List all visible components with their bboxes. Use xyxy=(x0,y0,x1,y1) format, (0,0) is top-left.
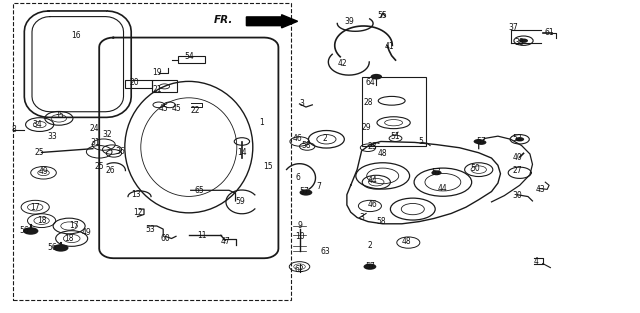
Text: 49: 49 xyxy=(81,228,92,237)
Text: 44: 44 xyxy=(367,177,378,185)
Text: 56: 56 xyxy=(47,244,58,252)
Text: 60: 60 xyxy=(160,234,170,243)
Text: 57: 57 xyxy=(431,168,442,177)
Text: 46: 46 xyxy=(367,200,378,208)
Text: 50: 50 xyxy=(470,164,480,173)
Text: FR.: FR. xyxy=(214,15,234,25)
Text: 49: 49 xyxy=(38,167,49,176)
Text: 20: 20 xyxy=(129,78,140,86)
Text: 2: 2 xyxy=(323,134,328,143)
Text: 62: 62 xyxy=(294,265,305,274)
Text: 52: 52 xyxy=(512,134,522,143)
Circle shape xyxy=(364,264,376,270)
Text: 29: 29 xyxy=(361,123,371,132)
Text: 59: 59 xyxy=(235,198,245,206)
Bar xyxy=(178,56,205,63)
Text: 41: 41 xyxy=(384,42,394,51)
Bar xyxy=(125,80,152,88)
Text: 40: 40 xyxy=(512,153,522,162)
Text: 14: 14 xyxy=(237,148,247,157)
Circle shape xyxy=(371,74,382,80)
Text: 2: 2 xyxy=(367,241,372,250)
Text: 33: 33 xyxy=(47,132,58,141)
Text: 37: 37 xyxy=(508,23,518,32)
Text: 18: 18 xyxy=(65,234,74,243)
Text: 18: 18 xyxy=(37,216,46,225)
Text: 28: 28 xyxy=(364,98,372,107)
Text: 31: 31 xyxy=(90,138,100,147)
Circle shape xyxy=(431,170,442,175)
Text: 5: 5 xyxy=(419,137,424,146)
Text: 56: 56 xyxy=(19,226,29,234)
Text: 57: 57 xyxy=(299,187,309,196)
Text: 17: 17 xyxy=(30,203,40,212)
Text: 45: 45 xyxy=(171,105,181,113)
Text: 7: 7 xyxy=(316,182,321,191)
Text: 57: 57 xyxy=(476,137,486,146)
Text: 24: 24 xyxy=(90,124,100,133)
Circle shape xyxy=(53,244,68,252)
Text: 17: 17 xyxy=(68,222,79,230)
Circle shape xyxy=(474,139,484,144)
Text: 61: 61 xyxy=(544,28,554,37)
Text: 6: 6 xyxy=(295,173,300,182)
Text: 55: 55 xyxy=(378,11,388,19)
Text: 3: 3 xyxy=(359,213,364,222)
Circle shape xyxy=(300,189,312,196)
Text: 46: 46 xyxy=(292,134,303,143)
Text: 58: 58 xyxy=(301,141,311,150)
Text: 25: 25 xyxy=(35,148,45,157)
Text: 51: 51 xyxy=(390,132,401,141)
Text: 11: 11 xyxy=(197,231,206,240)
Text: 15: 15 xyxy=(262,162,273,171)
Text: 43: 43 xyxy=(536,185,546,194)
FancyArrow shape xyxy=(246,15,298,28)
Text: 3: 3 xyxy=(300,100,305,108)
Text: 4: 4 xyxy=(534,257,539,266)
Text: 8: 8 xyxy=(12,126,17,134)
Text: 13: 13 xyxy=(131,190,141,199)
Text: 42: 42 xyxy=(337,59,348,68)
Text: 58: 58 xyxy=(376,217,386,226)
Text: 45: 45 xyxy=(158,105,168,113)
Circle shape xyxy=(476,140,486,145)
Text: 19: 19 xyxy=(152,68,162,77)
Text: 25: 25 xyxy=(94,162,104,171)
Text: 44: 44 xyxy=(438,184,448,193)
Text: 23: 23 xyxy=(367,142,378,151)
Circle shape xyxy=(515,137,524,141)
Text: 21: 21 xyxy=(152,85,161,94)
Text: 12: 12 xyxy=(133,208,142,217)
Circle shape xyxy=(519,38,528,43)
Text: 16: 16 xyxy=(70,31,81,39)
Text: 54: 54 xyxy=(184,52,194,61)
Text: 22: 22 xyxy=(191,106,200,115)
Text: 38: 38 xyxy=(515,38,525,47)
Bar xyxy=(152,80,177,92)
Text: 34: 34 xyxy=(32,120,42,129)
Text: 30: 30 xyxy=(512,191,522,200)
Text: 1: 1 xyxy=(259,118,264,127)
Text: 53: 53 xyxy=(145,225,156,233)
Text: 36: 36 xyxy=(115,147,125,156)
Text: 57: 57 xyxy=(365,262,375,271)
Text: 65: 65 xyxy=(195,186,205,195)
Text: 9: 9 xyxy=(297,222,302,230)
Text: 10: 10 xyxy=(294,232,305,241)
Text: 26: 26 xyxy=(105,166,115,175)
Text: 48: 48 xyxy=(378,150,388,158)
Text: 39: 39 xyxy=(344,17,354,26)
Text: 48: 48 xyxy=(401,237,412,246)
Text: 27: 27 xyxy=(512,166,522,175)
Text: 63: 63 xyxy=(320,247,330,255)
Text: 35: 35 xyxy=(54,111,64,120)
Text: 32: 32 xyxy=(102,130,113,139)
Bar xyxy=(362,77,426,146)
Circle shape xyxy=(23,227,38,235)
Text: 47: 47 xyxy=(220,237,230,246)
Text: 64: 64 xyxy=(365,78,375,86)
